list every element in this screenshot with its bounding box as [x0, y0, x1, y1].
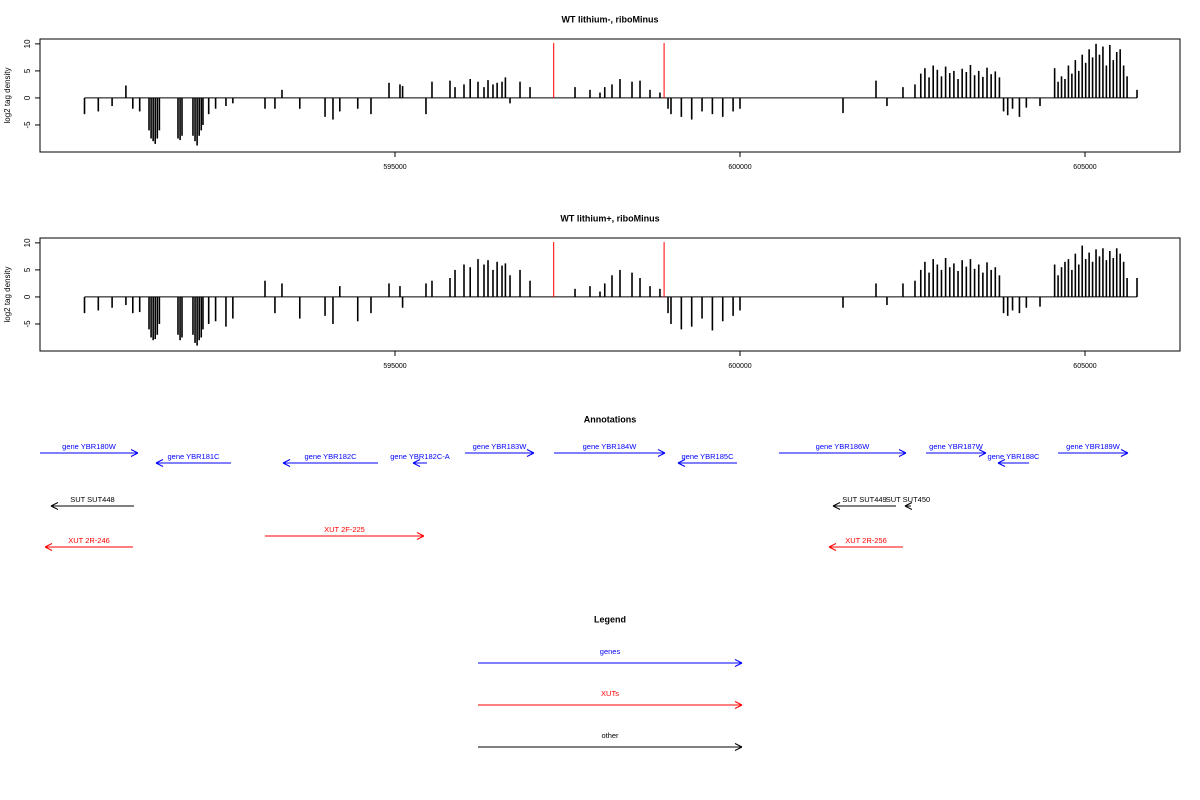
feature-arrow-head [282, 459, 291, 464]
feature-label: XUT 2F-225 [324, 525, 365, 534]
feature-arrow-head [130, 452, 139, 457]
feature-arrow-head [1120, 449, 1129, 454]
legend-arrow-head [734, 704, 743, 709]
legend-label: XUTs [601, 689, 619, 698]
y-tick-label: 10 [23, 238, 32, 247]
y-tick-label: -5 [23, 121, 32, 129]
feature-label: SUT SUT450 [886, 495, 930, 504]
feature-label: XUT 2R-246 [68, 536, 110, 545]
feature-label: gene YBR189W [1066, 442, 1121, 451]
legend-arrow-head [734, 701, 743, 706]
feature-label: SUT SUT449 [842, 495, 886, 504]
feature-arrow-head [416, 535, 425, 540]
feature-arrow-head [282, 462, 291, 467]
y-axis-label: log2 tag density [3, 266, 12, 322]
legend-arrow-head [734, 743, 743, 748]
x-tick-label: 595000 [383, 363, 406, 370]
feature-arrow-head [997, 459, 1006, 464]
feature-arrow-head [978, 452, 987, 457]
y-tick-label: 5 [23, 68, 32, 73]
feature-label: gene YBR184W [583, 442, 638, 451]
feature-arrow-head [44, 546, 53, 551]
y-tick-label: 5 [23, 267, 32, 272]
feature-arrow-head [832, 505, 841, 510]
legend-title: Legend [594, 614, 626, 624]
plot-frame [39, 237, 1181, 352]
feature-arrow-head [997, 462, 1006, 467]
feature-label: gene YBR187W [929, 442, 984, 451]
feature-label: gene YBR186W [816, 442, 871, 451]
feature-label: gene YBR182C-A [390, 452, 449, 461]
annotations-title: Annotations [584, 414, 637, 424]
feature-label: SUT SUT448 [70, 495, 114, 504]
feature-arrow-head [898, 452, 907, 457]
x-tick-label: 600000 [728, 363, 751, 370]
feature-arrow-head [412, 462, 421, 467]
y-tick-label: 0 [23, 95, 32, 100]
feature-label: gene YBR185C [682, 452, 735, 461]
x-tick-label: 600000 [728, 164, 751, 171]
plot-frame [39, 38, 1181, 153]
feature-label: XUT 2R-256 [845, 536, 887, 545]
chart-title: WT lithium-, riboMinus [562, 14, 659, 24]
feature-arrow-head [130, 449, 139, 454]
feature-arrow-head [904, 502, 913, 507]
feature-arrow-head [832, 502, 841, 507]
feature-arrow-head [416, 532, 425, 537]
feature-arrow-head [155, 462, 164, 467]
chart-title: WT lithium+, riboMinus [560, 213, 659, 223]
x-tick-label: 595000 [383, 164, 406, 171]
legend-arrow-head [734, 659, 743, 664]
feature-arrow-head [44, 543, 53, 548]
feature-label: gene YBR181C [167, 452, 220, 461]
feature-arrow-head [412, 459, 421, 464]
feature-arrow-head [828, 546, 837, 551]
feature-arrow-head [657, 449, 666, 454]
feature-arrow-head [526, 449, 535, 454]
legend-label: other [601, 731, 619, 740]
feature-arrow-head [50, 505, 59, 510]
x-tick-label: 605000 [1073, 363, 1096, 370]
feature-arrow-head [828, 543, 837, 548]
feature-arrow-head [657, 452, 666, 457]
feature-arrow-head [677, 462, 686, 467]
legend-label: genes [600, 647, 621, 656]
feature-arrow-head [978, 449, 987, 454]
y-axis-label: log2 tag density [3, 67, 12, 123]
feature-arrow-head [1120, 452, 1129, 457]
feature-label: gene YBR183W [473, 442, 528, 451]
feature-label: gene YBR180W [62, 442, 117, 451]
feature-arrow-head [904, 505, 913, 510]
y-tick-label: -5 [23, 320, 32, 328]
x-tick-label: 605000 [1073, 164, 1096, 171]
feature-arrow-head [155, 459, 164, 464]
feature-label: gene YBR188C [987, 452, 1040, 461]
feature-label: gene YBR182C [305, 452, 358, 461]
legend-arrow-head [734, 662, 743, 667]
feature-arrow-head [526, 452, 535, 457]
feature-arrow-head [898, 449, 907, 454]
feature-arrow-head [677, 459, 686, 464]
y-tick-label: 10 [23, 39, 32, 48]
feature-arrow-head [50, 502, 59, 507]
y-tick-label: 0 [23, 294, 32, 299]
legend-arrow-head [734, 746, 743, 751]
